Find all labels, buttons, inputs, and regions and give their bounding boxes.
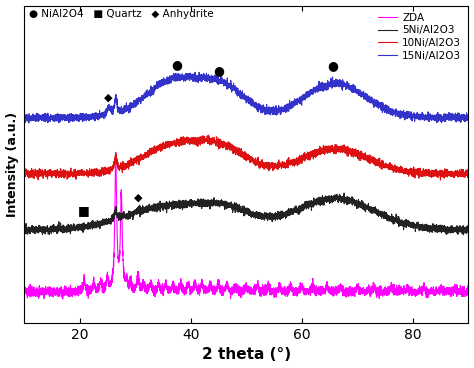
10Ni/Al2O3 [465, 170, 471, 174]
ZDA [310, 288, 316, 292]
X-axis label: 2 theta (°): 2 theta (°) [202, 347, 291, 362]
5Ni/Al2O3 [461, 233, 466, 237]
Line: 10Ni/Al2O3: 10Ni/Al2O3 [24, 135, 468, 180]
Text: ■: ■ [78, 204, 90, 217]
ZDA [113, 150, 118, 155]
Text: ● NiAl2O4   ■ Quartz   ◆ Anhydrite: ● NiAl2O4 ■ Quartz ◆ Anhydrite [28, 9, 213, 19]
15Ni/Al2O3 [288, 105, 293, 109]
ZDA [60, 297, 65, 301]
15Ni/Al2O3 [102, 111, 108, 115]
ZDA [387, 291, 392, 295]
15Ni/Al2O3 [192, 70, 198, 74]
15Ni/Al2O3 [465, 118, 471, 123]
10Ni/Al2O3 [21, 171, 27, 175]
10Ni/Al2O3 [387, 166, 392, 170]
15Ni/Al2O3 [191, 75, 197, 80]
5Ni/Al2O3 [191, 202, 197, 206]
5Ni/Al2O3 [21, 228, 27, 232]
10Ni/Al2O3 [102, 167, 108, 171]
ZDA [102, 283, 108, 288]
Text: ●: ● [327, 60, 338, 72]
ZDA [191, 279, 197, 284]
5Ni/Al2O3 [310, 200, 316, 204]
10Ni/Al2O3 [191, 142, 197, 146]
15Ni/Al2O3 [353, 89, 359, 94]
15Ni/Al2O3 [21, 112, 27, 116]
Line: 15Ni/Al2O3: 15Ni/Al2O3 [24, 72, 468, 123]
15Ni/Al2O3 [310, 89, 316, 93]
Text: ●: ● [172, 58, 182, 71]
10Ni/Al2O3 [206, 133, 211, 137]
ZDA [465, 283, 471, 287]
5Ni/Al2O3 [353, 202, 359, 206]
Line: 5Ni/Al2O3: 5Ni/Al2O3 [24, 193, 468, 235]
ZDA [353, 290, 359, 295]
ZDA [21, 287, 27, 291]
Text: ●: ● [213, 64, 224, 77]
5Ni/Al2O3 [465, 231, 471, 236]
10Ni/Al2O3 [353, 148, 359, 152]
Text: ◆: ◆ [134, 192, 142, 202]
15Ni/Al2O3 [387, 107, 392, 112]
10Ni/Al2O3 [288, 159, 293, 164]
5Ni/Al2O3 [341, 191, 347, 195]
10Ni/Al2O3 [310, 152, 316, 156]
10Ni/Al2O3 [438, 178, 443, 182]
5Ni/Al2O3 [387, 217, 392, 222]
Y-axis label: Intensity (a.u.): Intensity (a.u.) [6, 112, 18, 217]
Legend: ZDA, 5Ni/Al2O3, 10Ni/Al2O3, 15Ni/Al2O3: ZDA, 5Ni/Al2O3, 10Ni/Al2O3, 15Ni/Al2O3 [376, 11, 463, 63]
Text: ◆: ◆ [104, 92, 113, 102]
Line: ZDA: ZDA [24, 152, 468, 299]
ZDA [288, 287, 293, 291]
5Ni/Al2O3 [288, 209, 293, 213]
15Ni/Al2O3 [26, 121, 32, 125]
5Ni/Al2O3 [102, 223, 108, 227]
